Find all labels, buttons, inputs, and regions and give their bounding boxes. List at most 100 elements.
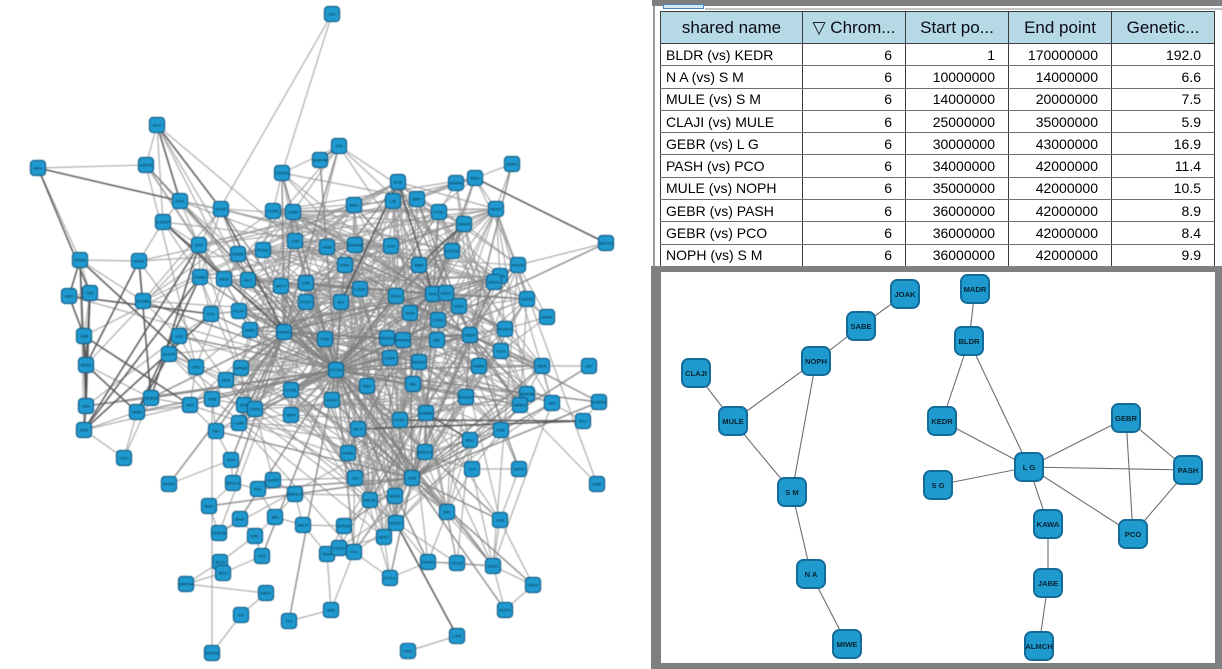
svg-text:JODPB: JODPB <box>139 163 153 168</box>
svg-text:KAWA: KAWA <box>1037 520 1060 529</box>
svg-text:NEKP: NEKP <box>491 207 502 212</box>
svg-text:WADLO: WADLO <box>288 492 303 497</box>
svg-text:TFP: TFP <box>335 144 343 149</box>
svg-text:NDRI: NDRI <box>132 410 142 415</box>
svg-text:LODD: LODD <box>354 287 365 292</box>
svg-text:ARLR: ARLR <box>298 523 309 528</box>
svg-text:PTTNS: PTTNS <box>329 368 342 373</box>
svg-text:FSS: FSS <box>258 554 266 559</box>
svg-text:TSLC: TSLC <box>119 456 129 461</box>
svg-text:PWA: PWA <box>341 263 350 268</box>
svg-text:KLO: KLO <box>244 278 252 283</box>
svg-text:UENDR: UENDR <box>144 396 158 401</box>
svg-text:HEG: HEG <box>65 294 74 299</box>
svg-text:WEJW: WEJW <box>364 498 376 503</box>
svg-text:MADR: MADR <box>964 285 987 294</box>
svg-text:JIOB: JIOB <box>208 397 217 402</box>
svg-text:MULE: MULE <box>722 417 744 426</box>
svg-text:FCPK: FCPK <box>268 209 279 214</box>
svg-text:MOWM: MOWM <box>205 651 219 656</box>
svg-text:NKLI: NKLI <box>34 166 43 171</box>
svg-text:AEW: AEW <box>219 277 228 282</box>
svg-text:KBCC: KBCC <box>260 591 271 596</box>
svg-text:SWKDL: SWKDL <box>412 360 427 365</box>
svg-text:SUGGJ: SUGGJ <box>459 395 473 400</box>
svg-text:LUAE: LUAE <box>234 421 245 426</box>
svg-text:THI: THI <box>286 619 292 624</box>
svg-text:IEFTI: IEFTI <box>353 427 363 432</box>
svg-text:JOAK: JOAK <box>894 290 916 299</box>
svg-text:TPRF: TPRF <box>320 337 331 342</box>
svg-text:ALMCH: ALMCH <box>1025 642 1052 651</box>
svg-text:JOM: JOM <box>408 476 416 481</box>
svg-text:NDG: NDG <box>219 571 228 576</box>
svg-text:DNT: DNT <box>240 403 249 408</box>
svg-text:MDSI: MDSI <box>134 259 144 264</box>
svg-text:WNI: WNI <box>327 608 335 613</box>
svg-text:WFR: WFR <box>286 413 295 418</box>
svg-text:MHRJB: MHRJB <box>520 392 534 397</box>
svg-text:WCG: WCG <box>215 560 225 565</box>
svg-text:FIS: FIS <box>238 613 245 618</box>
svg-text:TUCPG: TUCPG <box>275 171 289 176</box>
svg-text:AKL: AKL <box>337 300 345 305</box>
svg-text:LJPS: LJPS <box>452 634 462 639</box>
svg-text:SRLD: SRLD <box>391 294 402 299</box>
svg-text:S G: S G <box>931 481 944 490</box>
svg-text:EKU: EKU <box>579 419 587 424</box>
svg-text:KSUU: KSUU <box>488 280 499 285</box>
svg-text:KRR: KRR <box>302 281 311 286</box>
svg-text:TPK: TPK <box>350 550 358 555</box>
svg-text:MRT: MRT <box>413 197 422 202</box>
svg-text:NARD: NARD <box>473 364 484 369</box>
svg-text:NOPH: NOPH <box>805 357 827 366</box>
svg-text:MNB: MNB <box>415 263 424 268</box>
svg-text:SMCLH: SMCLH <box>226 481 240 486</box>
svg-text:CLR: CLR <box>468 467 476 472</box>
svg-text:DNHPL: DNHPL <box>277 330 291 335</box>
svg-text:WUJ: WUJ <box>466 438 475 443</box>
svg-text:FCBJ: FCBJ <box>434 210 444 215</box>
svg-text:OCPOK: OCPOK <box>445 249 460 254</box>
svg-text:FCFF: FCFF <box>395 418 406 423</box>
svg-text:WTD: WTD <box>405 311 414 316</box>
svg-text:NTOE: NTOE <box>215 207 226 212</box>
svg-text:MNKS: MNKS <box>514 403 526 408</box>
svg-text:DMG: DMG <box>454 304 463 309</box>
svg-text:DMBNI: DMBNI <box>420 411 433 416</box>
svg-text:BDN: BDN <box>80 428 89 433</box>
svg-text:PASH: PASH <box>1178 466 1199 475</box>
svg-text:EWHD: EWHD <box>422 560 434 565</box>
svg-text:AWH: AWH <box>349 203 358 208</box>
svg-text:SACUU: SACUU <box>599 241 613 246</box>
svg-text:OTRE: OTRE <box>432 318 443 323</box>
svg-text:FAKH: FAKH <box>528 583 539 588</box>
svg-text:LGN: LGN <box>496 518 504 523</box>
svg-text:OIG: OIG <box>328 12 335 17</box>
svg-text:DUSH: DUSH <box>326 398 337 403</box>
svg-text:FEDMU: FEDMU <box>380 336 394 341</box>
svg-text:JABE: JABE <box>1038 579 1058 588</box>
svg-text:ARBS: ARBS <box>542 315 553 320</box>
svg-text:MNPM: MNPM <box>450 181 462 186</box>
svg-text:KNDD: KNDD <box>232 252 243 257</box>
svg-text:IWH: IWH <box>186 403 194 408</box>
svg-text:N A: N A <box>805 570 818 579</box>
svg-text:BKM: BKM <box>236 517 245 522</box>
svg-text:GGU: GGU <box>496 349 505 354</box>
svg-text:UGI: UGI <box>175 334 182 339</box>
svg-text:TRF: TRF <box>86 291 94 296</box>
svg-text:OHWWL: OHWWL <box>591 400 608 405</box>
svg-text:CJCID: CJCID <box>333 546 345 551</box>
svg-text:LWB: LWB <box>80 334 89 339</box>
svg-text:KWB: KWB <box>288 210 297 215</box>
svg-text:PDNO: PDNO <box>257 248 269 253</box>
svg-text:GDFT: GDFT <box>379 535 390 540</box>
svg-text:CLAJI: CLAJI <box>685 369 707 378</box>
svg-text:BSG: BSG <box>471 176 479 181</box>
svg-text:GURP: GURP <box>267 478 279 483</box>
svg-text:L G: L G <box>1023 463 1036 472</box>
svg-text:KRC: KRC <box>251 534 260 539</box>
svg-text:MIS: MIS <box>271 515 278 520</box>
svg-text:SPG: SPG <box>195 243 203 248</box>
